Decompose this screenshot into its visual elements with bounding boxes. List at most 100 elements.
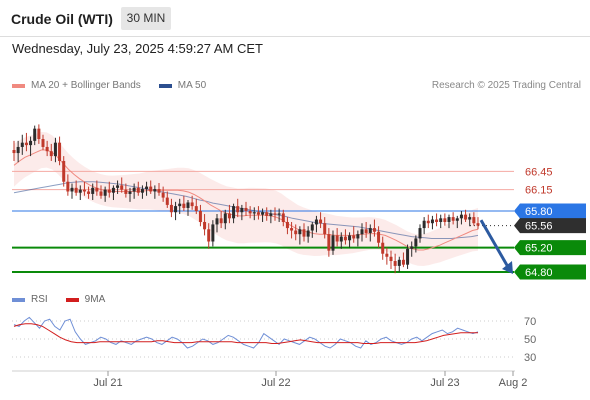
candle-body	[447, 217, 451, 222]
candle	[12, 140, 16, 161]
candle	[70, 183, 74, 199]
candle-body	[66, 181, 70, 192]
candle-body	[91, 187, 95, 194]
level-tag: 65.56	[514, 218, 586, 234]
level-tag-bg	[514, 203, 586, 219]
research-credit: Research © 2025 Trading Central	[431, 80, 581, 91]
candle-body	[406, 248, 410, 265]
candle	[435, 213, 439, 227]
candle	[53, 137, 57, 163]
level-tag-label: 65.20	[525, 243, 553, 255]
candle	[447, 214, 451, 229]
candle	[161, 186, 165, 202]
candle-body	[393, 261, 397, 266]
candle-body	[107, 189, 111, 193]
candle-body	[103, 189, 107, 196]
candle	[33, 125, 37, 146]
candle-body	[49, 151, 53, 157]
candle	[16, 140, 20, 163]
candle-body	[418, 228, 422, 239]
candle-body	[37, 128, 41, 140]
level-tag: 66.15	[525, 185, 553, 197]
candle	[319, 212, 323, 229]
candle-body	[215, 218, 219, 225]
candle	[169, 198, 173, 218]
candle	[20, 134, 24, 155]
candle	[41, 134, 45, 150]
candle	[194, 198, 198, 215]
candle	[128, 187, 132, 202]
candle	[476, 217, 480, 230]
ma9-swatch	[65, 297, 79, 302]
candle	[377, 226, 381, 248]
candle-body	[331, 235, 335, 251]
level-tag: 65.80	[514, 203, 586, 219]
candle	[203, 214, 207, 236]
price-legend: MA 20 + Bollinger Bands MA 50	[12, 80, 224, 91]
candle	[414, 235, 418, 253]
candle	[140, 185, 144, 199]
header-divider	[0, 36, 590, 37]
candle	[256, 206, 260, 220]
candle-body	[207, 229, 211, 242]
candle	[190, 195, 194, 210]
candle-body	[232, 206, 236, 219]
candle	[290, 221, 294, 239]
candle	[186, 200, 190, 216]
x-tick-label: Jul 21	[93, 377, 122, 389]
timeframe-badge[interactable]: 30 MIN	[121, 7, 171, 30]
candle	[111, 185, 115, 201]
candle-body	[377, 231, 381, 243]
candle	[385, 247, 389, 265]
candle	[339, 232, 343, 249]
candle	[464, 209, 468, 222]
candle	[364, 221, 368, 238]
rsi-line	[13, 316, 479, 349]
level-tag: 65.20	[514, 240, 586, 256]
candle-body	[116, 185, 120, 188]
candle	[418, 224, 422, 243]
candle	[74, 180, 78, 196]
rsi-tick-label: 70	[524, 316, 536, 328]
level-tag-bg	[514, 218, 586, 234]
candle	[302, 223, 306, 242]
candle	[145, 181, 149, 196]
candle-body	[190, 202, 194, 207]
candle	[368, 224, 372, 242]
candle	[472, 212, 476, 226]
candle-body	[128, 191, 132, 194]
candle	[116, 180, 120, 194]
candle	[310, 221, 314, 238]
candle	[99, 185, 103, 199]
report-datetime: Wednesday, July 23, 2025 4:59:27 AM CET	[12, 41, 263, 56]
candle-body	[132, 187, 136, 192]
candle-body	[198, 211, 202, 222]
candle-body	[16, 146, 20, 154]
candle	[439, 214, 443, 229]
ma50-swatch	[158, 83, 172, 88]
candle	[397, 256, 401, 272]
candle	[66, 174, 70, 196]
candle	[348, 232, 352, 248]
x-tick-label: Jul 23	[430, 377, 459, 389]
candle-body	[124, 189, 128, 194]
candle-body	[443, 218, 447, 222]
candle-body	[248, 211, 252, 214]
candle-body	[182, 203, 186, 208]
candle-body	[41, 139, 45, 147]
candle-body	[285, 221, 289, 229]
candle	[182, 195, 186, 211]
candle	[468, 213, 472, 227]
candle-body	[78, 189, 82, 193]
candle-body	[261, 212, 265, 215]
candle-body	[223, 213, 227, 224]
candle	[62, 156, 66, 187]
candle-body	[327, 234, 331, 251]
candle-body	[348, 235, 352, 241]
level-tag-label: 65.80	[525, 206, 553, 218]
rsi-label: RSI	[31, 294, 48, 305]
candle-body	[82, 189, 86, 192]
legend-ma50: MA 50	[158, 80, 206, 91]
candle-body	[87, 191, 91, 194]
